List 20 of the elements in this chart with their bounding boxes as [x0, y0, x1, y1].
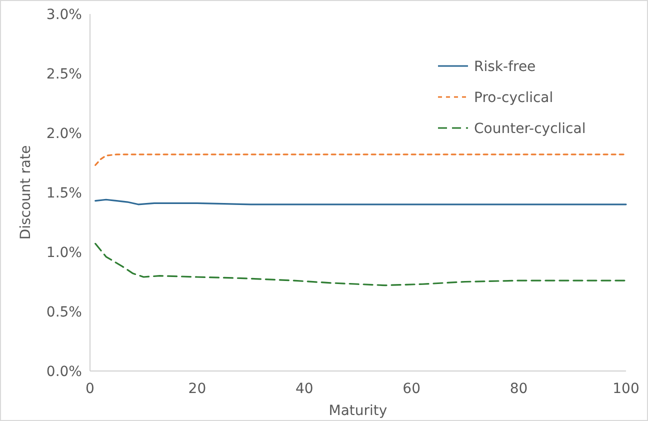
x-tick-label: 80	[510, 381, 528, 397]
line-series	[94, 242, 627, 286]
legend-label: Risk-free	[474, 58, 536, 75]
legend-label: Counter-cyclical	[474, 120, 586, 137]
x-axis-title: Maturity	[328, 403, 388, 419]
x-tick-label: 60	[402, 381, 421, 397]
x-tick-label: 40	[295, 381, 314, 397]
y-axis-title: Discount rate	[18, 145, 34, 240]
y-tick-label: 0.0%	[46, 364, 82, 380]
x-tick-label: 20	[188, 381, 206, 397]
y-tick-label: 1.5%	[46, 185, 82, 202]
y-tick-label: 2.0%	[46, 126, 82, 142]
x-tick-label: 100	[612, 381, 640, 397]
y-tick-label: 3.0%	[46, 6, 82, 23]
y-tick-label: 2.5%	[46, 66, 82, 82]
x-tick-label: 0	[86, 381, 94, 397]
y-tick-label: 0.5%	[46, 304, 82, 320]
line-series	[94, 154, 627, 166]
y-tick-label: 1.0%	[46, 244, 82, 261]
legend-label: Pro-cyclical	[474, 90, 554, 106]
